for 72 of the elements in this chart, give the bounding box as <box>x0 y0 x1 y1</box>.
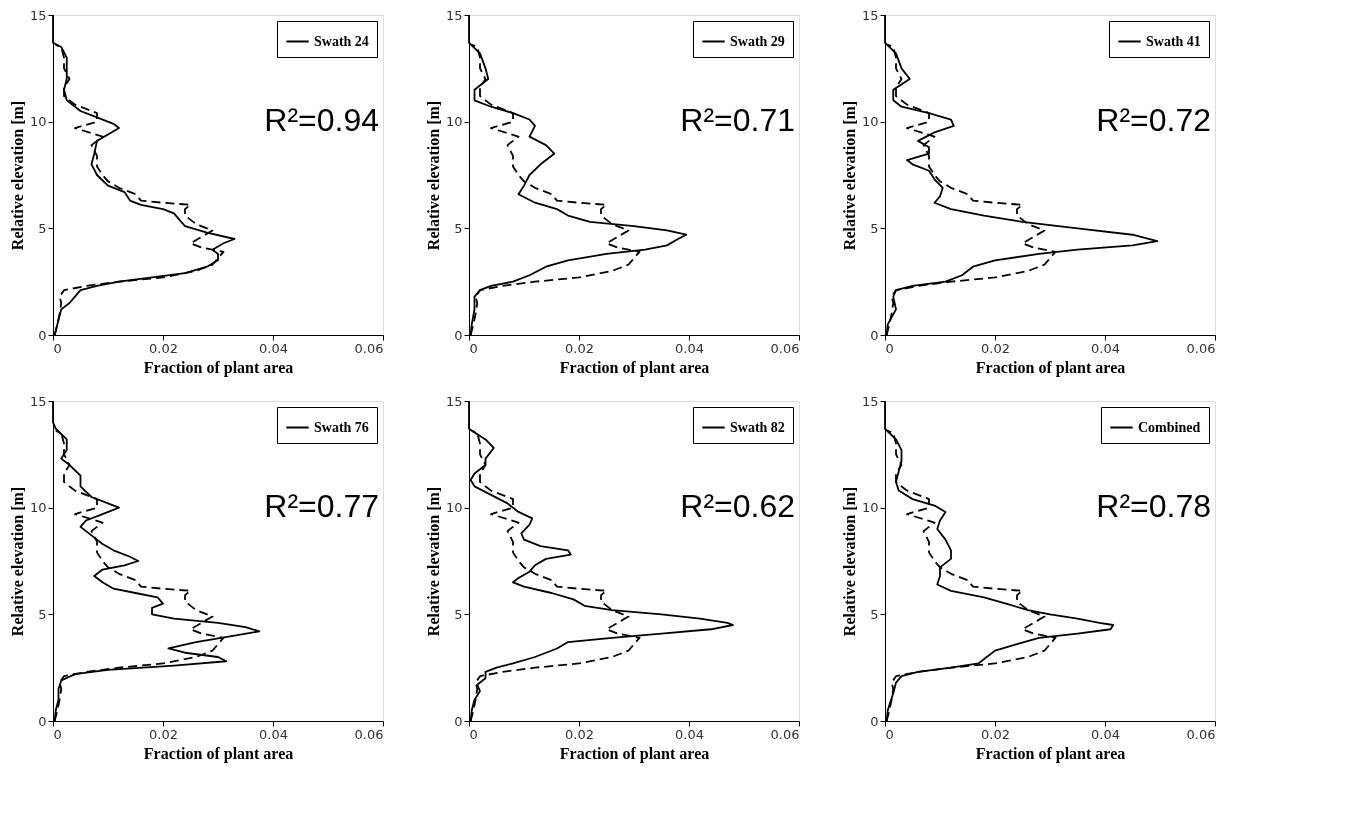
x-tick-label: 0 <box>53 726 62 742</box>
legend-label: Swath 29 <box>730 33 785 49</box>
y-tick-label: 15 <box>29 393 47 409</box>
annotation: R²=0.77 <box>264 487 379 524</box>
y-axis-title: Relative elevation [m] <box>840 486 858 637</box>
y-tick-label: 5 <box>454 606 463 622</box>
y-tick-label: 5 <box>870 606 879 622</box>
x-tick-label: 0.02 <box>565 340 594 356</box>
x-axis-title: Fraction of plant area <box>975 358 1126 377</box>
x-tick-label: 0.06 <box>770 340 800 356</box>
y-tick-label: 10 <box>861 500 879 516</box>
y-tick-label: 15 <box>445 393 463 409</box>
x-tick-label: 0 <box>469 340 478 356</box>
annotation: R²=0.94 <box>264 101 379 138</box>
x-tick-label: 0.02 <box>565 726 594 742</box>
legend-label: Swath 24 <box>314 33 369 49</box>
y-tick-label: 10 <box>29 500 47 516</box>
annotation: R²=0.78 <box>1096 487 1211 524</box>
x-tick-label: 0 <box>885 340 894 356</box>
x-tick-label: 0.02 <box>981 726 1010 742</box>
x-tick-label: 0 <box>469 726 478 742</box>
y-axis-title: Relative elevation [m] <box>8 100 26 251</box>
x-tick-label: 0.04 <box>675 340 704 356</box>
y-tick-label: 5 <box>870 220 879 236</box>
x-tick-label: 0.04 <box>1091 340 1120 356</box>
y-axis-title: Relative elevation [m] <box>840 100 858 251</box>
y-axis-title: Relative elevation [m] <box>424 486 442 637</box>
y-tick-label: 15 <box>445 7 463 23</box>
y-tick-label: 15 <box>861 393 879 409</box>
y-tick-label: 10 <box>861 114 879 130</box>
annotation: R²=0.62 <box>680 487 795 524</box>
legend-label: Combined <box>1138 419 1201 435</box>
y-tick-label: 5 <box>38 606 47 622</box>
y-tick-label: 0 <box>38 713 47 729</box>
y-tick-label: 0 <box>870 713 879 729</box>
x-tick-label: 0.06 <box>354 726 384 742</box>
x-tick-label: 0.02 <box>149 726 178 742</box>
y-tick-label: 10 <box>29 114 47 130</box>
y-axis-title: Relative elevation [m] <box>424 100 442 251</box>
x-axis-title: Fraction of plant area <box>559 358 710 377</box>
x-axis-title: Fraction of plant area <box>143 358 294 377</box>
x-tick-label: 0.06 <box>1186 340 1216 356</box>
y-tick-label: 10 <box>445 500 463 516</box>
y-tick-label: 0 <box>38 327 47 343</box>
x-tick-label: 0 <box>885 726 894 742</box>
x-axis-title: Fraction of plant area <box>975 744 1126 763</box>
x-tick-label: 0.04 <box>1091 726 1120 742</box>
x-tick-label: 0.04 <box>675 726 704 742</box>
x-axis-title: Fraction of plant area <box>559 744 710 763</box>
x-tick-label: 0.04 <box>259 340 288 356</box>
x-tick-label: 0.02 <box>149 340 178 356</box>
y-tick-label: 0 <box>870 327 879 343</box>
y-axis-title: Relative elevation [m] <box>8 486 26 637</box>
y-tick-label: 0 <box>454 713 463 729</box>
annotation: R²=0.72 <box>1096 101 1211 138</box>
x-tick-label: 0.06 <box>1186 726 1216 742</box>
y-tick-label: 15 <box>861 7 879 23</box>
x-tick-label: 0.02 <box>981 340 1010 356</box>
x-tick-label: 0.04 <box>259 726 288 742</box>
y-tick-label: 0 <box>454 327 463 343</box>
y-tick-label: 5 <box>38 220 47 236</box>
x-tick-label: 0 <box>53 340 62 356</box>
y-tick-label: 5 <box>454 220 463 236</box>
annotation: R²=0.71 <box>680 101 795 138</box>
y-tick-label: 10 <box>445 114 463 130</box>
x-axis-title: Fraction of plant area <box>143 744 294 763</box>
x-tick-label: 0.06 <box>770 726 800 742</box>
legend-label: Swath 41 <box>1146 33 1201 49</box>
legend-label: Swath 76 <box>314 419 369 435</box>
legend-label: Swath 82 <box>730 419 785 435</box>
y-tick-label: 15 <box>29 7 47 23</box>
x-tick-label: 0.06 <box>354 340 384 356</box>
